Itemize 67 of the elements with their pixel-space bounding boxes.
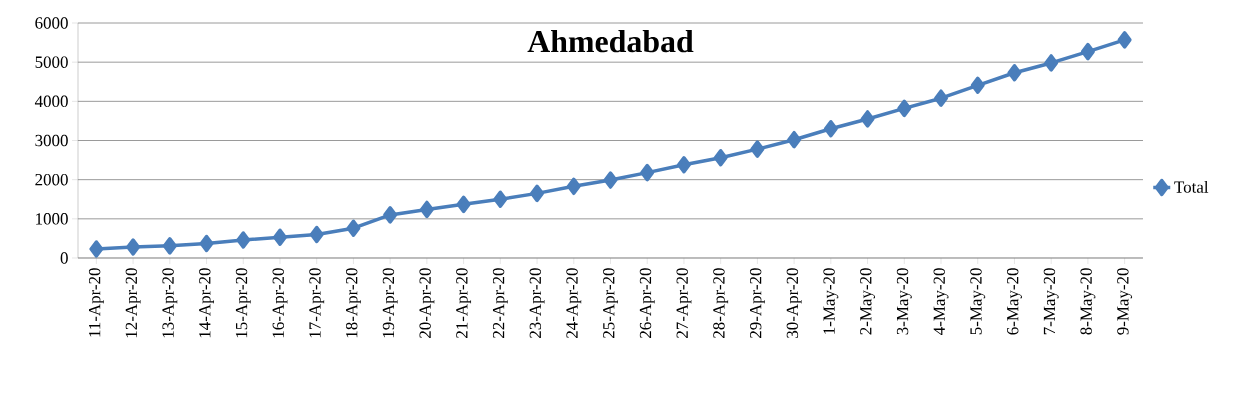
point [419,200,434,219]
point [676,156,691,174]
x-tick-label: 16-Apr-20 [272,268,288,338]
point [236,231,251,249]
legend-label: Total [1174,180,1209,193]
x-tick-label: 23-Apr-20 [529,268,545,338]
x-tick-label: 13-Apr-20 [162,268,178,338]
point [1080,42,1095,61]
point [126,238,141,256]
x-tick-label: 2-May-20 [860,268,876,335]
point [1044,54,1059,72]
x-tick-label: 18-Apr-20 [345,268,361,338]
x-tick-label: 15-Apr-20 [235,268,251,338]
x-tick-label: 24-Apr-20 [566,268,582,338]
x-tick-label: 27-Apr-20 [676,268,692,338]
y-tick-label: 3000 [35,134,68,147]
point [1007,63,1022,82]
x-tick-label: 29-Apr-20 [749,268,765,338]
x-tick-label: 9-May-20 [1117,268,1133,335]
x-tick-label: 17-Apr-20 [309,268,325,338]
point [860,110,875,128]
x-tick-label: 3-May-20 [896,268,912,335]
y-tick-label: 0 [60,252,68,264]
point [823,120,838,138]
x-tick-label: 1-May-20 [823,268,839,334]
point [272,228,287,246]
y-tick-label: 6000 [35,17,68,29]
point [934,89,949,107]
point [493,190,508,208]
x-tick-label: 5-May-20 [970,268,986,335]
point [1117,31,1132,49]
x-tick-label: 6-May-20 [1006,268,1022,335]
x-tick-label: 14-Apr-20 [199,268,214,338]
x-tick-label: 22-Apr-20 [492,268,508,338]
y-tick-label: 1000 [36,213,68,225]
x-tick-label: 4-May-20 [933,268,949,335]
point [566,177,581,196]
x-tick-label: 7-May-20 [1043,268,1059,335]
x-tick-label: 20-Apr-20 [419,268,435,338]
x-tick-label: 19-Apr-20 [382,268,398,338]
y-tick-label: 5000 [35,56,68,68]
point [346,219,361,237]
point [199,234,214,253]
chart-title: Ahmedabad [527,29,694,53]
x-tick-label: 26-Apr-20 [639,268,655,338]
point [640,163,655,182]
x-tick-label: 25-Apr-20 [603,268,618,338]
point [309,225,324,244]
x-tick-label: 11-Apr-20 [88,268,104,337]
y-tick-label: 4000 [34,95,68,108]
point [787,130,802,149]
point [713,148,728,167]
point [750,140,765,158]
x-tick-label: 12-Apr-20 [125,268,141,338]
point [89,240,104,258]
point [383,206,398,224]
x-tick-label: 8-May-20 [1080,268,1096,335]
point [970,76,985,95]
point [162,237,177,255]
x-tick-label: 21-Apr-20 [456,268,472,338]
point [456,195,471,214]
point [603,171,618,189]
y-tick-label: 2000 [35,173,68,186]
point [897,99,912,118]
point [530,184,545,203]
x-tick-label: 30-Apr-20 [786,268,802,338]
x-tick-label: 28-Apr-20 [713,268,729,338]
